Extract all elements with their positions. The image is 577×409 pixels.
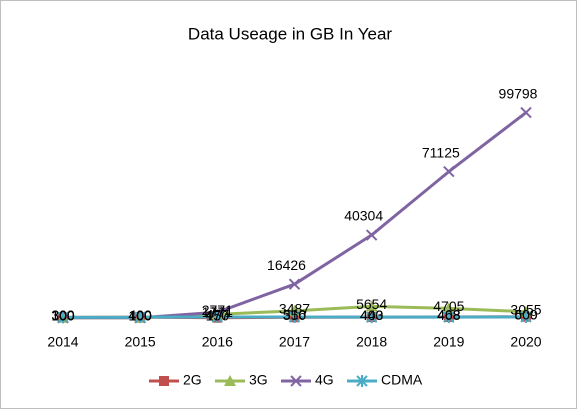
marker [365,229,378,241]
data-label: 100 [51,307,75,323]
marker [365,311,378,324]
marker-shape [365,300,378,312]
marker-shape [520,106,532,119]
marker [57,311,69,324]
legend-label: 4G [315,372,334,388]
x-tick-label: 2020 [510,334,541,350]
marker-shape [356,375,368,387]
data-label: 477 [206,307,230,323]
marker-shape [57,311,69,324]
data-label: 443 [360,307,384,323]
marker [134,311,146,324]
data-label: 3055 [510,301,541,317]
marker [356,375,368,387]
legend-label: CDMA [381,372,423,388]
data-label: 100 [51,307,75,323]
x-tick-label: 2018 [356,334,387,350]
marker-shape [442,302,455,314]
marker-shape [288,278,301,290]
data-label: 100 [128,307,152,323]
legend-label: 3G [249,372,268,388]
x-tick-label: 2016 [202,334,233,350]
marker [211,311,224,324]
data-label: 300 [51,307,75,323]
data-label: 16426 [267,257,306,273]
legend-label: 2G [183,372,202,388]
data-label: 350 [283,307,307,323]
chart-title: Data Useage in GB In Year [188,24,392,43]
marker-shape [365,311,378,324]
marker-shape [443,311,455,324]
marker [365,300,378,312]
marker [224,375,236,386]
data-label: 468 [437,307,461,323]
x-tick-label: 2019 [433,334,464,350]
data-label: 100 [128,307,152,323]
marker [159,376,169,386]
data-label: 4705 [433,298,464,314]
data-label: 500 [514,307,538,323]
marker [288,310,301,323]
marker-shape [288,310,301,323]
marker-shape [365,229,378,241]
data-label: 99798 [499,85,538,101]
marker [443,311,455,324]
data-label: 400 [128,307,152,323]
data-label: 300 [51,307,75,323]
data-label: 3487 [279,301,310,317]
marker [443,165,455,178]
data-label: 609 [514,306,538,322]
data-label: 40304 [344,208,383,224]
marker [442,302,455,314]
data-label: 150 [206,307,230,323]
data-label: 1771 [202,304,233,320]
data-label: 71125 [422,144,460,160]
x-tick-label: 2015 [125,334,156,350]
marker-shape [134,311,146,324]
data-label: 408 [437,307,461,323]
marker [520,106,532,119]
marker-shape [520,310,532,323]
marker [288,278,301,290]
data-label: 5654 [356,296,387,312]
x-tick-label: 2014 [47,334,78,350]
x-tick-label: 2017 [279,334,310,350]
marker [290,375,302,387]
marker [520,310,532,323]
data-label: 2771 [202,302,233,318]
data-label: 516 [283,307,307,323]
marker-shape [159,376,169,386]
marker-shape [443,165,455,178]
marker-shape [224,375,236,386]
data-label: 400 [128,307,152,323]
data-label: 400 [360,307,384,323]
marker-shape [211,311,224,324]
marker-shape [290,375,302,387]
